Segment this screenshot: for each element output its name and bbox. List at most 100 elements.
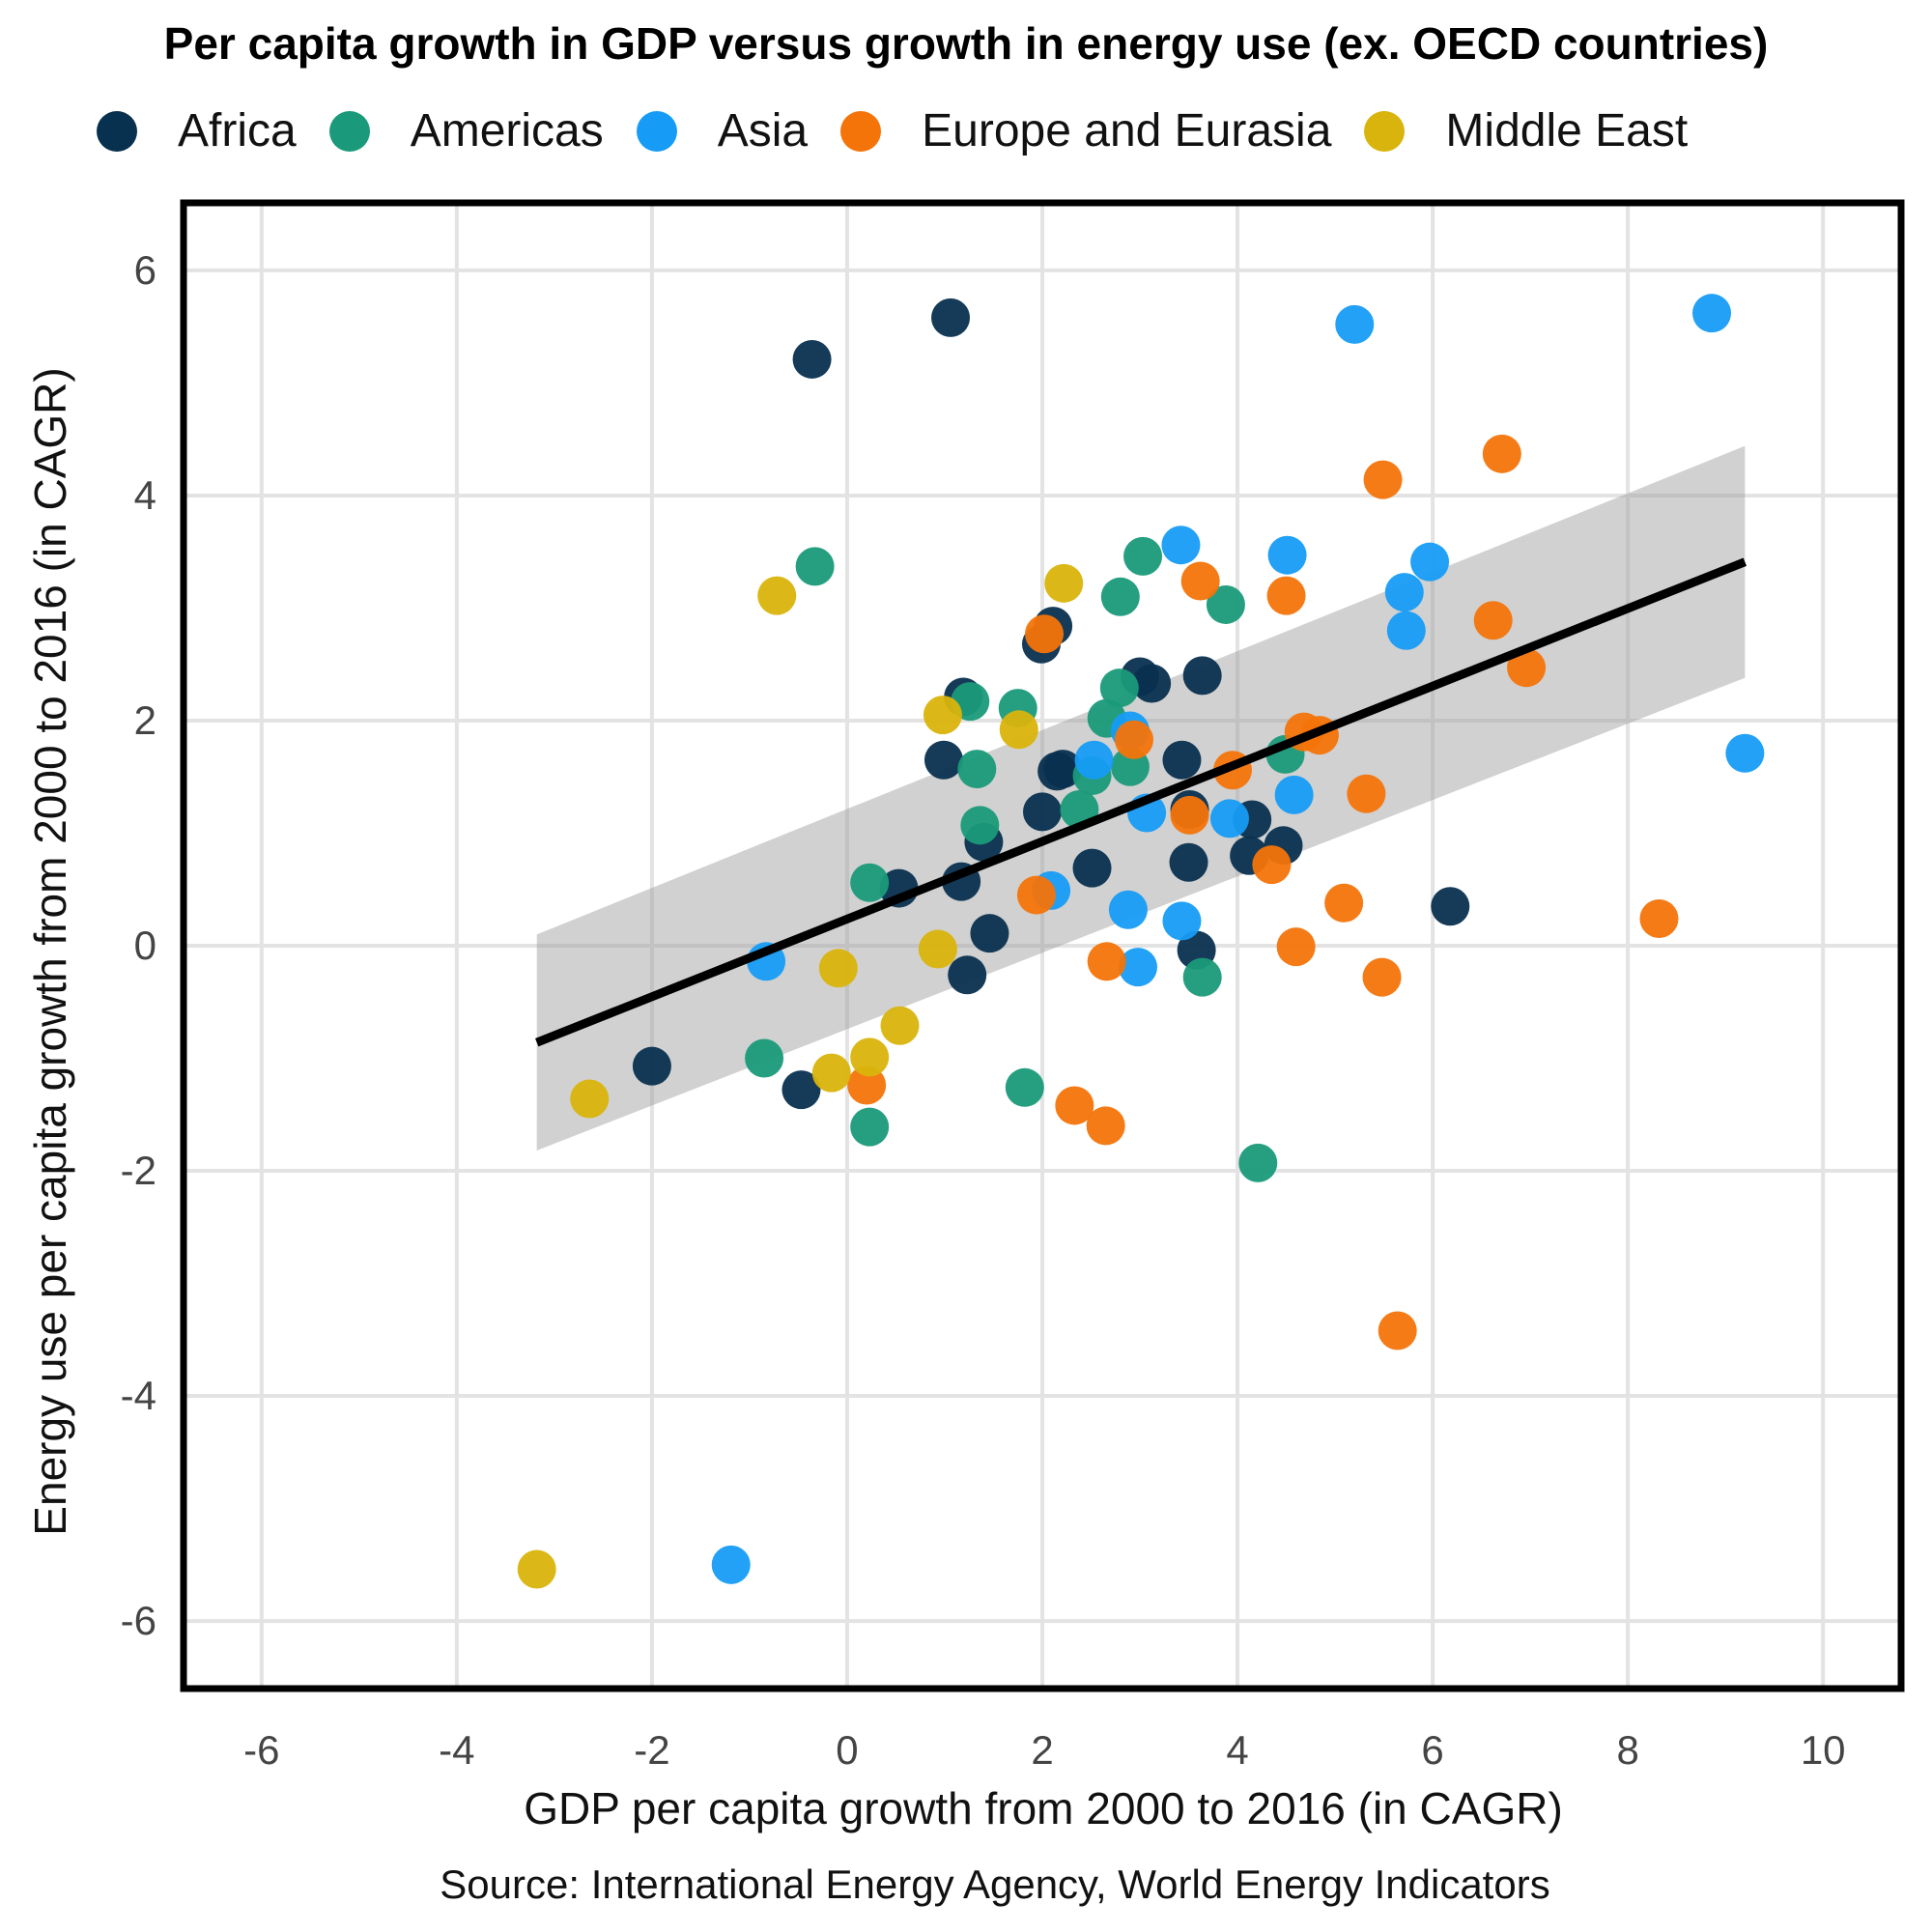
data-point-asia xyxy=(1725,733,1765,773)
data-point-africa xyxy=(632,1046,671,1086)
data-point-europe-and-eurasia xyxy=(1378,1311,1417,1350)
legend-label: Africa xyxy=(178,105,297,156)
legend-dot-americas xyxy=(328,110,370,152)
data-point-middle-east xyxy=(757,576,797,615)
data-point-americas xyxy=(1005,1067,1044,1107)
y-tick-labels: -6 -4 -2 0 2 4 6 xyxy=(121,247,156,1643)
data-point-africa xyxy=(931,298,971,337)
legend-item-americas: Americas xyxy=(328,104,604,157)
x-tick-labels: -6 -4 -2 0 2 4 6 8 10 xyxy=(243,1727,1845,1773)
data-point-europe-and-eurasia xyxy=(1473,601,1513,640)
data-points xyxy=(517,294,1765,1589)
legend-label: Americas xyxy=(410,105,604,156)
data-point-europe-and-eurasia xyxy=(1086,1106,1125,1146)
data-point-asia xyxy=(1108,890,1148,929)
y-tick-label: -4 xyxy=(121,1373,156,1418)
data-point-europe-and-eurasia xyxy=(1087,942,1126,981)
x-tick-label: -2 xyxy=(634,1727,669,1773)
data-point-europe-and-eurasia xyxy=(1114,720,1153,759)
data-point-europe-and-eurasia xyxy=(1252,845,1292,885)
data-point-africa xyxy=(1169,842,1208,882)
legend-item-africa: Africa xyxy=(97,104,297,157)
y-tick-label: -6 xyxy=(121,1598,156,1643)
data-point-americas xyxy=(960,806,1000,845)
data-point-europe-and-eurasia xyxy=(1276,927,1316,967)
x-tick-label: -4 xyxy=(439,1727,474,1773)
data-point-europe-and-eurasia xyxy=(1324,883,1364,923)
data-point-asia xyxy=(1209,799,1249,838)
legend-dot-middle-east xyxy=(1364,110,1406,152)
data-point-americas xyxy=(1182,957,1222,997)
data-point-asia xyxy=(1335,304,1375,344)
data-point-africa xyxy=(781,1070,821,1110)
data-point-europe-and-eurasia xyxy=(1347,774,1386,813)
data-point-middle-east xyxy=(818,949,858,988)
x-tick-label: 6 xyxy=(1421,1727,1443,1773)
regression-line xyxy=(535,557,1747,1047)
legend-item-europe: Europe and Eurasia xyxy=(840,104,1331,157)
source-note: Source: International Energy Agency, Wor… xyxy=(440,1861,1549,1907)
regression-line-group xyxy=(535,557,1747,1047)
data-point-africa xyxy=(1431,887,1470,926)
legend: Africa Americas Asia Europe and Eurasia … xyxy=(97,104,1720,157)
data-point-africa xyxy=(948,955,987,995)
data-point-asia xyxy=(1384,573,1424,612)
data-point-africa xyxy=(1072,848,1112,888)
data-point-americas xyxy=(1099,668,1139,708)
data-point-americas xyxy=(795,547,835,586)
data-point-europe-and-eurasia xyxy=(1362,957,1402,997)
data-point-africa xyxy=(1037,752,1077,791)
data-point-africa xyxy=(1023,792,1062,832)
data-point-middle-east xyxy=(999,710,1038,750)
data-point-middle-east xyxy=(880,1006,920,1045)
y-tick-label: 2 xyxy=(134,697,156,743)
x-axis-title: GDP per capita growth from 2000 to 2016 … xyxy=(524,1783,1563,1833)
data-point-middle-east xyxy=(517,1549,556,1589)
x-tick-label: 10 xyxy=(1801,1727,1846,1773)
data-point-middle-east xyxy=(1044,563,1084,603)
data-point-europe-and-eurasia xyxy=(847,1065,887,1105)
data-point-asia xyxy=(1074,740,1114,780)
data-point-europe-and-eurasia xyxy=(1180,561,1220,601)
legend-label: Europe and Eurasia xyxy=(922,105,1332,156)
data-point-europe-and-eurasia xyxy=(1016,875,1056,915)
data-point-americas xyxy=(1100,577,1140,616)
data-point-middle-east xyxy=(923,696,962,735)
legend-label: Asia xyxy=(717,105,809,156)
legend-dot-africa xyxy=(97,110,137,152)
data-point-africa xyxy=(1182,656,1222,696)
legend-dot-europe xyxy=(840,110,882,152)
data-point-europe-and-eurasia xyxy=(1507,648,1547,688)
data-point-middle-east xyxy=(850,1037,890,1077)
data-point-europe-and-eurasia xyxy=(1363,460,1403,499)
x-tick-label: -6 xyxy=(243,1727,279,1773)
data-point-europe-and-eurasia xyxy=(1482,434,1521,473)
data-point-africa xyxy=(923,740,963,780)
x-tick-label: 4 xyxy=(1226,1727,1248,1773)
chart-title: Per capita growth in GDP versus growth i… xyxy=(163,18,1769,69)
data-point-africa xyxy=(1162,740,1202,780)
y-axis-title: Energy use per capita growth from 2000 t… xyxy=(25,367,75,1535)
data-point-middle-east xyxy=(811,1053,851,1093)
data-point-asia xyxy=(1119,948,1158,987)
legend-item-middle-east: Middle East xyxy=(1364,104,1688,157)
legend-dot-asia xyxy=(636,110,677,152)
data-point-asia xyxy=(1692,294,1732,333)
data-point-africa xyxy=(1132,664,1172,703)
grid xyxy=(184,203,1901,1689)
data-point-asia xyxy=(711,1545,751,1584)
data-point-europe-and-eurasia xyxy=(1170,795,1209,835)
legend-label: Middle East xyxy=(1445,105,1689,156)
data-point-americas xyxy=(1206,584,1245,624)
legend-item-asia: Asia xyxy=(636,104,809,157)
data-point-americas xyxy=(745,1038,784,1078)
data-point-middle-east xyxy=(570,1079,610,1119)
data-point-asia xyxy=(1267,535,1307,575)
data-point-americas xyxy=(957,750,997,789)
data-point-europe-and-eurasia xyxy=(1055,1086,1094,1125)
data-point-africa xyxy=(970,914,1009,953)
y-tick-label: 6 xyxy=(134,247,156,293)
y-tick-label: 4 xyxy=(134,472,156,518)
x-tick-label: 8 xyxy=(1616,1727,1638,1773)
